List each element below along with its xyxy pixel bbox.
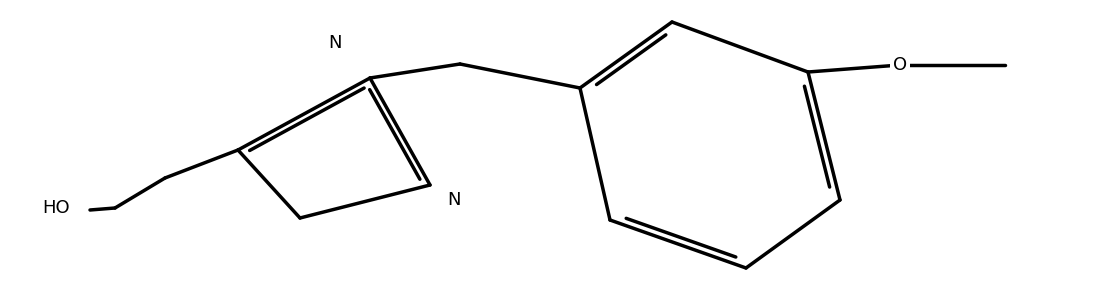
Text: N: N (447, 191, 461, 209)
Text: O: O (892, 56, 907, 74)
Text: HO: HO (42, 199, 70, 217)
Text: N: N (329, 34, 342, 52)
